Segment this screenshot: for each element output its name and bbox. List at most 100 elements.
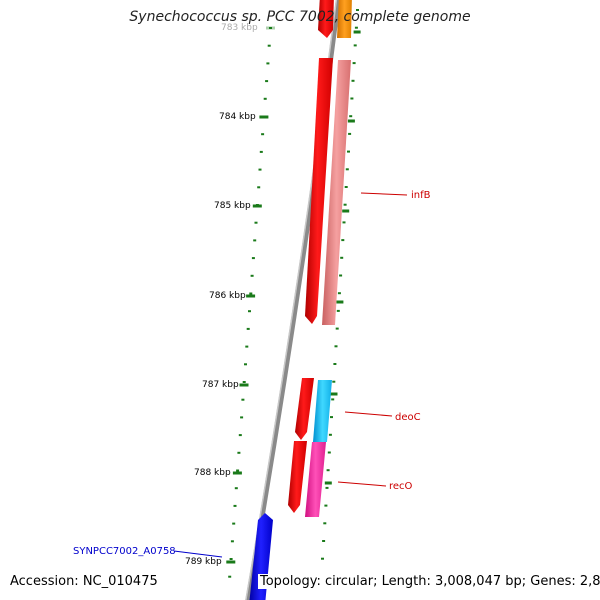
- gene-arrow-top-orange: [337, 0, 352, 38]
- outer-minor-tick: [341, 239, 345, 242]
- minor-tick: [238, 434, 242, 437]
- outer-minor-tick: [340, 256, 344, 259]
- outer-major-tick: [330, 392, 338, 396]
- minor-tick: [266, 62, 270, 65]
- outer-minor-tick: [322, 540, 326, 542]
- outer-minor-tick: [332, 380, 336, 383]
- outer-minor-tick: [326, 469, 330, 472]
- map-title: Synechococcus sp. PCC 7002, complete gen…: [129, 9, 471, 25]
- minor-tick: [242, 381, 246, 383]
- major-tick: [252, 204, 262, 208]
- minor-tick: [233, 504, 237, 507]
- minor-tick: [234, 487, 238, 490]
- tick-label: 784 kbp: [219, 112, 256, 122]
- outer-minor-tick: [321, 557, 324, 560]
- minor-tick: [251, 257, 255, 260]
- minor-tick: [228, 575, 232, 578]
- tick-label: 785 kbp: [214, 201, 251, 211]
- outer-minor-tick: [352, 62, 356, 65]
- outer-minor-tick: [327, 451, 331, 454]
- tick-label: 788 kbp: [194, 468, 231, 478]
- minor-tick: [232, 522, 236, 525]
- minor-tick: [269, 27, 272, 29]
- outer-major-tick: [324, 481, 332, 485]
- outer-minor-tick: [353, 44, 357, 47]
- gene-arrow-top-red: [318, 0, 334, 38]
- gene-arrow-recO: [305, 442, 326, 517]
- minor-tick: [245, 345, 249, 348]
- outer-minor-tick: [325, 486, 329, 489]
- major-tick: [259, 115, 269, 119]
- outer-major-tick: [353, 30, 361, 34]
- outer-minor-tick: [342, 221, 346, 224]
- outer-major-tick: [342, 209, 350, 213]
- label-leaders: [173, 192, 408, 558]
- outer-minor-tick: [354, 26, 358, 29]
- major-tick: [226, 560, 236, 564]
- minor-tick: [259, 150, 263, 153]
- minor-tick: [254, 221, 258, 224]
- outer-minor-tick: [356, 9, 359, 11]
- outer-minor-tick: [330, 416, 333, 419]
- minor-tick: [258, 168, 262, 171]
- outer-tick-track: [319, 9, 361, 578]
- minor-tick: [241, 398, 245, 401]
- minor-tick: [246, 327, 250, 330]
- outer-minor-tick: [333, 363, 337, 365]
- outer-minor-tick: [331, 398, 335, 401]
- outer-minor-tick: [347, 150, 350, 153]
- major-tick: [239, 383, 249, 387]
- major-tick: [246, 294, 256, 298]
- outer-major-tick: [336, 300, 344, 304]
- outer-minor-tick: [343, 203, 347, 206]
- outer-minor-tick: [337, 292, 341, 295]
- outer-minor-tick: [350, 97, 354, 100]
- outer-minor-tick: [351, 79, 355, 82]
- minor-tick: [248, 310, 251, 313]
- minor-tick: [244, 363, 247, 366]
- gene-features: [249, 0, 352, 600]
- gene-arrow-red-2: [295, 378, 314, 440]
- scale-tick-track: [226, 26, 275, 578]
- genome-summary-text: Topology: circular; Length: 3,008,047 bp…: [258, 574, 600, 589]
- minor-tick: [267, 44, 271, 47]
- minor-tick: [249, 292, 253, 295]
- outer-major-tick: [347, 119, 355, 123]
- gene-label-SYNPCC7002_A0758: SYNPCC7002_A0758: [73, 546, 176, 557]
- minor-tick: [230, 540, 234, 543]
- gene-label-deoC: deoC: [395, 412, 421, 423]
- gene-arrow-red-3: [288, 441, 307, 513]
- gene-label-recO: recO: [389, 481, 413, 492]
- outer-minor-tick: [334, 345, 338, 348]
- outer-minor-tick: [335, 327, 339, 330]
- minor-tick: [237, 451, 241, 454]
- major-tick: [266, 26, 275, 30]
- minor-tick: [263, 97, 267, 100]
- gene-arrow-red-1: [305, 58, 333, 324]
- outer-minor-tick: [348, 132, 352, 135]
- minor-tick: [240, 416, 244, 419]
- gene-label-infB: infB: [411, 190, 431, 201]
- gene-arrow-infB: [322, 60, 351, 325]
- minor-tick: [261, 133, 265, 136]
- minor-tick: [236, 469, 240, 472]
- minor-tick: [257, 186, 261, 189]
- tick-label: 787 kbp: [202, 380, 239, 390]
- minor-tick: [229, 558, 233, 560]
- accession-text: Accession: NC_010475: [8, 574, 160, 589]
- tick-label: 789 kbp: [185, 557, 222, 567]
- minor-tick: [250, 274, 254, 277]
- tick-label: 786 kbp: [209, 291, 246, 301]
- tick-labels: 783 kbp 784 kbp 785 kbp 786 kbp 787 kbp …: [185, 23, 258, 567]
- outer-minor-tick: [349, 115, 353, 118]
- major-tick: [232, 471, 242, 475]
- outer-minor-tick: [323, 522, 327, 525]
- minor-tick: [253, 239, 257, 242]
- outer-minor-tick: [324, 504, 328, 507]
- tick-label: 783 kbp: [221, 23, 258, 33]
- outer-minor-tick: [336, 309, 340, 312]
- outer-minor-tick: [339, 274, 343, 277]
- minor-tick: [265, 80, 269, 83]
- outer-minor-tick: [345, 168, 349, 171]
